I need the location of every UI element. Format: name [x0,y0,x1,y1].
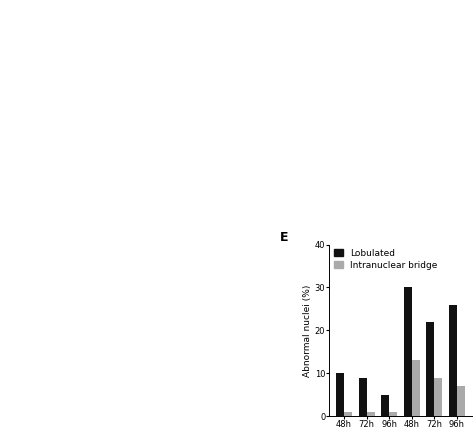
Bar [382,395,389,416]
Bar [434,378,442,416]
Bar [412,360,419,416]
Bar [427,322,434,416]
Text: E: E [280,231,288,244]
Bar [336,373,344,416]
Bar [344,412,352,416]
Bar [449,305,457,416]
Bar [367,412,374,416]
Bar [404,287,412,416]
Bar [359,378,367,416]
Legend: Lobulated, Intranuclear bridge: Lobulated, Intranuclear bridge [334,249,438,270]
Y-axis label: Abnormal nuclei (%): Abnormal nuclei (%) [303,284,312,377]
Bar [389,412,397,416]
Bar [457,386,465,416]
